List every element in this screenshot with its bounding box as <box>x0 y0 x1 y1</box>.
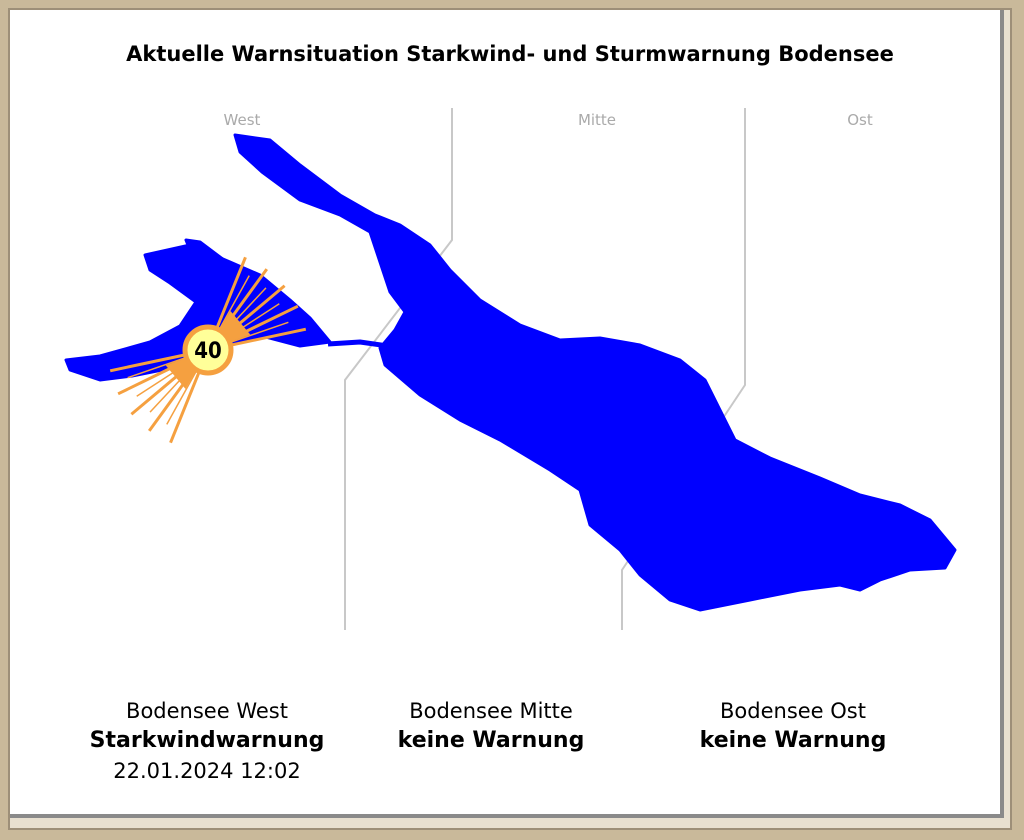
zone-status: keine Warnung <box>699 728 887 753</box>
zone-name: Bodensee West <box>126 699 288 723</box>
lake-obersee <box>233 133 957 612</box>
zone-west[interactable]: Bodensee West Starkwindwarnung 22.01.202… <box>57 696 357 786</box>
marker-value: 40 <box>194 339 222 364</box>
wind-warning-sun-icon[interactable]: 40 <box>109 256 307 444</box>
zone-ost[interactable]: Bodensee Ost keine Warnung <box>643 696 943 756</box>
zone-timestamp: 22.01.2024 12:02 <box>113 759 301 783</box>
boundary-west-mitte <box>344 108 453 630</box>
zone-status: Starkwindwarnung <box>89 728 325 753</box>
page-title: Aktuelle Warnsituation Starkwind- und St… <box>126 42 894 66</box>
marker-circle <box>182 324 234 376</box>
region-label-ost: Ost <box>847 111 873 129</box>
zone-name: Bodensee Ost <box>720 699 866 723</box>
lake-gnadensee <box>184 238 264 307</box>
region-label-west: West <box>224 111 261 129</box>
region-label-mitte: Mitte <box>578 111 616 129</box>
zone-mitte[interactable]: Bodensee Mitte keine Warnung <box>341 696 641 756</box>
rhine-connector <box>327 339 389 349</box>
zone-status: keine Warnung <box>397 728 585 753</box>
lake-untersee <box>64 243 332 382</box>
zone-name: Bodensee Mitte <box>409 699 573 723</box>
